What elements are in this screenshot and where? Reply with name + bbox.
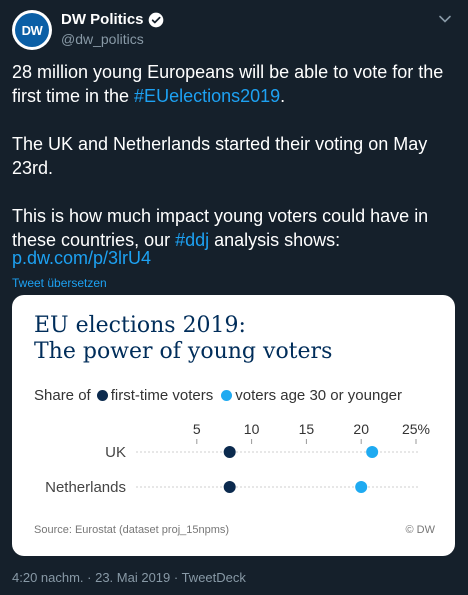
x-tick-label: 25%	[402, 421, 430, 437]
chart-card[interactable]: EU elections 2019: The power of young vo…	[12, 295, 455, 556]
tweet-p3-text: This is how much impact young voters cou…	[12, 206, 429, 250]
chart-copyright: © DW	[405, 524, 436, 536]
category-label: UK	[105, 444, 126, 461]
tweet-p2-text: The UK and Netherlands started their vot…	[12, 134, 428, 178]
display-name[interactable]: DW Politics	[61, 11, 144, 28]
hashtag-ddj[interactable]: #ddj	[175, 230, 210, 250]
tweet-p1-end: .	[280, 86, 286, 106]
x-tick-label: 20	[353, 421, 369, 437]
legend-dot-young	[221, 390, 233, 401]
handle[interactable]: @dw_politics	[61, 31, 144, 47]
author-name-row[interactable]: DW Politics	[61, 11, 164, 28]
chart-source: Source: Eurostat (dataset proj_15npms)	[34, 524, 230, 536]
translate-tweet-link[interactable]: Tweet übersetzen	[12, 276, 107, 290]
tweet-p1-text: 28 million young Europeans will be able …	[12, 62, 444, 106]
data-point	[366, 446, 379, 458]
tweet-link[interactable]: p.dw.com/p/3lrU4	[12, 248, 152, 268]
legend-label-first-time: first-time voters	[110, 387, 214, 404]
tweet-text: 28 million young Europeans will be able …	[12, 60, 460, 252]
chart-title: EU elections 2019: The power of young vo…	[34, 313, 332, 365]
hashtag-euelections2019[interactable]: #EUelections2019	[134, 86, 281, 106]
data-point	[223, 481, 236, 493]
verified-badge-icon	[148, 12, 163, 27]
chart-legend: Share of first-time voters voters age 30…	[34, 387, 402, 404]
data-point	[223, 446, 236, 458]
x-tick-label: 15	[299, 421, 315, 437]
chevron-down-icon[interactable]	[438, 12, 452, 26]
tweet-paragraph-2: The UK and Netherlands started their vot…	[12, 132, 460, 180]
tweet-paragraph-1: 28 million young Europeans will be able …	[12, 60, 460, 108]
legend-prefix: Share of	[34, 387, 91, 404]
tweet-paragraph-3: This is how much impact young voters cou…	[12, 204, 460, 252]
x-tick-label: 5	[193, 421, 201, 437]
dw-logo: DW	[15, 13, 49, 47]
legend-label-young: voters age 30 or younger	[235, 387, 403, 404]
chart-title-line-1: EU elections 2019:	[34, 313, 246, 338]
chart-title-line-2: The power of young voters	[34, 339, 333, 364]
category-label: Netherlands	[45, 479, 126, 496]
legend-dot-first-time	[96, 390, 108, 401]
x-tick-label: 10	[244, 421, 260, 437]
avatar[interactable]: DW	[12, 10, 52, 50]
dot-plot: 5 10 15 20 25% UK Netherlands	[45, 421, 430, 496]
tweet-p3-end: analysis shows:	[209, 230, 341, 250]
tweet-timestamp[interactable]: 4:20 nachm. · 23. Mai 2019 · TweetDeck	[12, 570, 246, 585]
data-point	[355, 481, 368, 493]
